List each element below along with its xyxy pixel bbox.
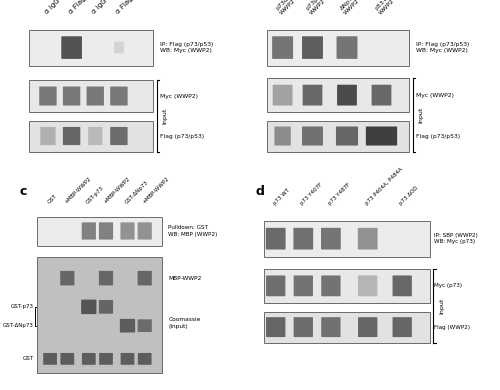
Text: p73β+
WWP2: p73β+ WWP2 (305, 0, 328, 15)
FancyBboxPatch shape (60, 271, 74, 285)
FancyBboxPatch shape (372, 85, 392, 106)
Text: d: d (255, 185, 264, 198)
Text: p73α+
WWP2: p73α+ WWP2 (275, 0, 297, 15)
FancyBboxPatch shape (110, 87, 128, 106)
FancyBboxPatch shape (120, 222, 134, 239)
Bar (266, 78, 409, 112)
FancyBboxPatch shape (82, 353, 96, 365)
FancyBboxPatch shape (294, 228, 313, 250)
Text: +MBP-WWP2: +MBP-WWP2 (102, 176, 131, 205)
Text: GST-p73: GST-p73 (86, 185, 105, 205)
Text: Input: Input (418, 107, 424, 123)
FancyBboxPatch shape (302, 36, 323, 59)
FancyBboxPatch shape (358, 317, 378, 337)
FancyBboxPatch shape (358, 275, 378, 296)
Text: Flag (p73/p53): Flag (p73/p53) (160, 133, 204, 138)
FancyBboxPatch shape (114, 42, 124, 53)
Text: MBP-WWP2: MBP-WWP2 (168, 276, 202, 281)
Text: Input: Input (162, 108, 167, 124)
FancyBboxPatch shape (40, 127, 56, 145)
FancyBboxPatch shape (99, 300, 113, 314)
FancyBboxPatch shape (99, 271, 113, 285)
FancyBboxPatch shape (274, 126, 291, 145)
Text: +MBP-WWP2: +MBP-WWP2 (141, 176, 170, 205)
Text: Flag (p73/p53): Flag (p73/p53) (416, 133, 460, 138)
FancyBboxPatch shape (63, 127, 80, 145)
FancyBboxPatch shape (302, 126, 323, 145)
Bar (28, 80, 154, 112)
Text: Pulldown: GST
WB: MBP (WWP2): Pulldown: GST WB: MBP (WWP2) (168, 225, 218, 237)
Text: Myc (p73): Myc (p73) (434, 284, 462, 288)
Text: p73 Y407F: p73 Y407F (300, 182, 324, 206)
FancyBboxPatch shape (336, 126, 358, 145)
Bar (37, 217, 162, 246)
FancyBboxPatch shape (266, 275, 285, 296)
Text: Flag (WWP2): Flag (WWP2) (434, 324, 470, 330)
FancyBboxPatch shape (321, 275, 340, 296)
Text: Input: Input (439, 298, 444, 314)
Text: α IgG: α IgG (91, 0, 108, 15)
Bar (266, 121, 409, 152)
FancyBboxPatch shape (60, 353, 74, 365)
Text: p73 P404A, P484A: p73 P404A, P484A (364, 167, 404, 206)
FancyBboxPatch shape (82, 222, 96, 239)
Bar (28, 30, 154, 66)
Text: GST: GST (23, 356, 34, 362)
Text: GST-ΔNp73: GST-ΔNp73 (124, 179, 150, 205)
Bar (264, 312, 430, 343)
FancyBboxPatch shape (120, 319, 135, 333)
FancyBboxPatch shape (138, 353, 151, 365)
Text: Myc (WWP2): Myc (WWP2) (416, 92, 454, 98)
FancyBboxPatch shape (81, 300, 96, 314)
Text: +MBP-WWP2: +MBP-WWP2 (64, 176, 92, 205)
FancyBboxPatch shape (99, 222, 113, 239)
Text: p73 ΔOD: p73 ΔOD (398, 186, 419, 206)
FancyBboxPatch shape (88, 127, 102, 145)
Text: ΔNp73α+
WWP2: ΔNp73α+ WWP2 (340, 0, 368, 15)
FancyBboxPatch shape (138, 271, 152, 285)
FancyBboxPatch shape (99, 353, 113, 365)
Text: p73 Y487F: p73 Y487F (328, 182, 351, 206)
FancyBboxPatch shape (366, 126, 397, 145)
FancyBboxPatch shape (358, 228, 378, 250)
Bar (264, 221, 430, 257)
FancyBboxPatch shape (138, 222, 152, 239)
FancyBboxPatch shape (266, 228, 285, 250)
Text: p53+
WWP2: p53+ WWP2 (374, 0, 396, 15)
Text: c: c (20, 185, 28, 198)
Text: a: a (20, 0, 28, 3)
FancyBboxPatch shape (321, 228, 341, 250)
Text: α Flag: α Flag (68, 0, 87, 15)
Text: GST: GST (46, 193, 58, 205)
FancyBboxPatch shape (86, 87, 104, 106)
Text: α Flag: α Flag (114, 0, 134, 15)
FancyBboxPatch shape (337, 85, 357, 106)
FancyBboxPatch shape (120, 353, 134, 365)
Bar (37, 257, 162, 373)
Text: Coomassie
(Input): Coomassie (Input) (168, 317, 200, 329)
FancyBboxPatch shape (272, 36, 293, 59)
FancyBboxPatch shape (302, 85, 322, 106)
Text: GST-p73: GST-p73 (11, 304, 34, 309)
Text: IP: SBP (WWP2)
WB: Myc (p73): IP: SBP (WWP2) WB: Myc (p73) (434, 233, 478, 245)
FancyBboxPatch shape (294, 275, 313, 296)
FancyBboxPatch shape (392, 275, 412, 296)
Text: IP: Flag (p73/p53)
WB: Myc (WWP2): IP: Flag (p73/p53) WB: Myc (WWP2) (160, 42, 213, 53)
FancyBboxPatch shape (39, 87, 56, 106)
FancyBboxPatch shape (138, 319, 152, 332)
FancyBboxPatch shape (321, 317, 340, 337)
FancyBboxPatch shape (62, 36, 82, 59)
Text: Myc (WWP2): Myc (WWP2) (160, 94, 198, 99)
Text: α IgG: α IgG (44, 0, 61, 15)
Text: IP: Flag (p73/p53)
WB: Myc (WWP2): IP: Flag (p73/p53) WB: Myc (WWP2) (416, 42, 470, 53)
FancyBboxPatch shape (110, 127, 128, 145)
FancyBboxPatch shape (272, 85, 292, 106)
Text: b: b (255, 0, 264, 3)
Text: GST-ΔNp73: GST-ΔNp73 (3, 323, 34, 328)
Bar (266, 30, 409, 66)
Text: p73 WT: p73 WT (272, 188, 290, 206)
FancyBboxPatch shape (266, 317, 285, 337)
FancyBboxPatch shape (43, 353, 57, 365)
FancyBboxPatch shape (63, 87, 80, 106)
FancyBboxPatch shape (392, 317, 412, 337)
